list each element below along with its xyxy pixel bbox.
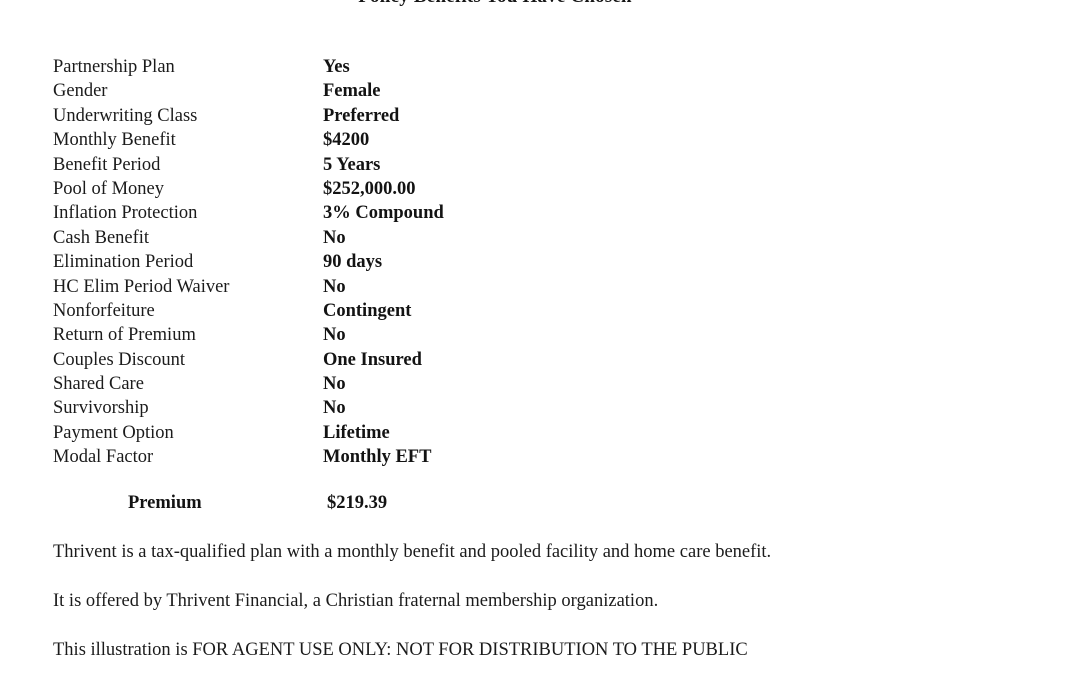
benefit-label: HC Elim Period Waiver bbox=[53, 276, 230, 297]
benefit-value: Contingent bbox=[323, 300, 412, 321]
benefit-row: Pool of Money $252,000.00 bbox=[53, 177, 673, 201]
benefit-label: Return of Premium bbox=[53, 325, 196, 346]
benefit-label: Gender bbox=[53, 81, 108, 102]
page-title: Policy Benefits You Have Chosen bbox=[0, 0, 990, 8]
benefit-label: Survivorship bbox=[53, 398, 149, 419]
benefit-label: Payment Option bbox=[53, 422, 174, 443]
benefit-value: Lifetime bbox=[323, 422, 390, 443]
benefit-value: No bbox=[323, 325, 346, 346]
benefit-label: Underwriting Class bbox=[53, 105, 198, 126]
benefit-row: Return of Premium No bbox=[53, 323, 673, 347]
benefit-label: Benefit Period bbox=[53, 154, 161, 175]
benefit-label: Couples Discount bbox=[53, 349, 186, 370]
benefit-row: Benefit Period 5 Years bbox=[53, 153, 673, 177]
benefit-row: Nonforfeiture Contingent bbox=[53, 299, 673, 323]
benefit-row: Partnership Plan Yes bbox=[53, 55, 673, 79]
benefit-row: Modal Factor Monthly EFT bbox=[53, 445, 673, 469]
page-title-clip: Policy Benefits You Have Chosen bbox=[0, 0, 1080, 8]
benefit-value: Monthly EFT bbox=[323, 447, 432, 468]
benefit-value: Female bbox=[323, 81, 381, 102]
premium-label: Premium bbox=[128, 493, 202, 513]
benefit-label: Shared Care bbox=[53, 374, 144, 395]
footnotes: Thrivent is a tax-qualified plan with a … bbox=[53, 540, 1033, 662]
benefit-value: No bbox=[323, 227, 346, 248]
footnote-paragraph: This illustration is FOR AGENT USE ONLY:… bbox=[53, 640, 748, 660]
benefit-value: 5 Years bbox=[323, 154, 381, 175]
benefit-label: Partnership Plan bbox=[53, 57, 175, 77]
benefit-value: Yes bbox=[323, 57, 350, 77]
benefit-row: Payment Option Lifetime bbox=[53, 421, 673, 445]
benefit-row: Cash Benefit No bbox=[53, 226, 673, 250]
benefit-label: Nonforfeiture bbox=[53, 300, 155, 321]
benefit-label: Monthly Benefit bbox=[53, 130, 176, 151]
benefits-list: Partnership Plan Yes Gender Female Underwrit… bbox=[53, 55, 673, 470]
premium-value: $219.39 bbox=[327, 493, 388, 513]
benefit-label: Inflation Protection bbox=[53, 203, 198, 224]
benefit-value: No bbox=[323, 276, 346, 297]
benefit-row: Shared Care No bbox=[53, 372, 673, 396]
benefit-row: Monthly Benefit $4200 bbox=[53, 128, 673, 152]
benefit-row: Couples Discount One Insured bbox=[53, 348, 673, 372]
benefit-row: Survivorship No bbox=[53, 396, 673, 420]
premium-row: Premium $219.39 bbox=[53, 491, 673, 515]
benefit-label: Elimination Period bbox=[53, 252, 194, 273]
benefit-value: Preferred bbox=[323, 105, 400, 126]
benefit-label: Cash Benefit bbox=[53, 227, 150, 248]
benefit-row: Underwriting Class Preferred bbox=[53, 104, 673, 128]
benefit-row: Elimination Period 90 days bbox=[53, 250, 673, 274]
footnote-paragraph: It is offered by Thrivent Financial, a C… bbox=[53, 591, 659, 611]
benefit-row: HC Elim Period Waiver No bbox=[53, 275, 673, 299]
benefit-value: $252,000.00 bbox=[323, 178, 416, 199]
benefit-label: Modal Factor bbox=[53, 447, 154, 468]
benefit-row: Gender Female bbox=[53, 79, 673, 103]
benefit-value: No bbox=[323, 374, 346, 395]
benefit-value: One Insured bbox=[323, 349, 422, 370]
benefit-label: Pool of Money bbox=[53, 178, 164, 199]
benefit-value: No bbox=[323, 398, 346, 419]
footnote-paragraph: Thrivent is a tax-qualified plan with a … bbox=[53, 542, 772, 562]
benefit-value: 90 days bbox=[323, 252, 383, 273]
benefit-value: 3% Compound bbox=[323, 203, 444, 224]
benefit-value: $4200 bbox=[323, 130, 370, 151]
benefit-row: Inflation Protection 3% Compound bbox=[53, 201, 673, 225]
